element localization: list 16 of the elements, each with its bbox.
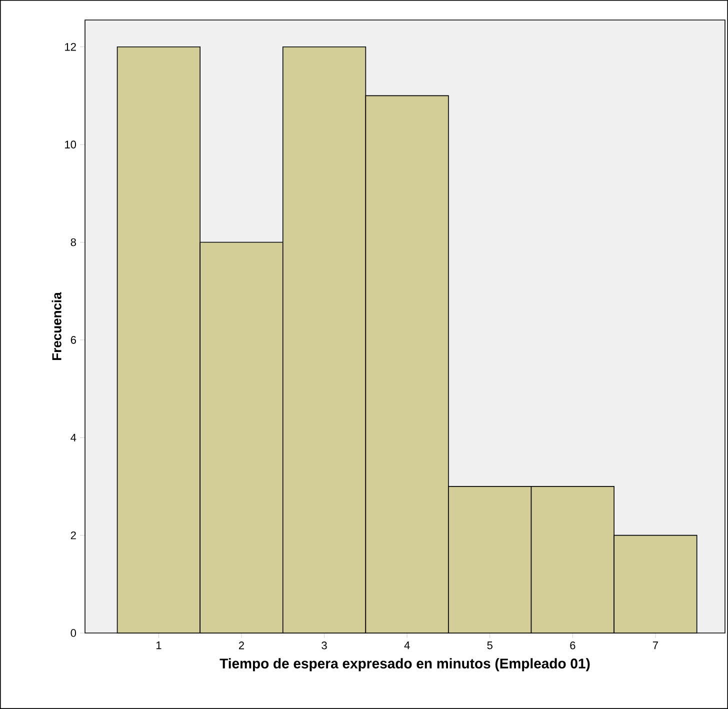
y-tick-label: 10 bbox=[65, 140, 76, 148]
x-axis-title: Tiempo de espera expresado en minutos (Empleado 01) bbox=[220, 658, 590, 672]
y-tick-label: 0 bbox=[70, 629, 76, 637]
x-tick-label: 2 bbox=[238, 642, 244, 650]
x-tick-label: 7 bbox=[652, 642, 658, 650]
x-tick-label: 5 bbox=[487, 642, 492, 650]
y-tick-label: 4 bbox=[70, 434, 76, 442]
y-tick-label: 8 bbox=[70, 238, 76, 246]
x-tick-label: 4 bbox=[404, 642, 410, 650]
y-tick-label: 6 bbox=[70, 336, 76, 344]
y-tick-label: 12 bbox=[65, 43, 76, 51]
x-tick-label: 3 bbox=[322, 642, 327, 650]
y-axis-title: Frecuencia bbox=[52, 292, 62, 360]
x-tick-label: 1 bbox=[156, 642, 162, 650]
x-tick-label: 6 bbox=[570, 642, 576, 650]
y-tick-label: 2 bbox=[70, 531, 76, 540]
